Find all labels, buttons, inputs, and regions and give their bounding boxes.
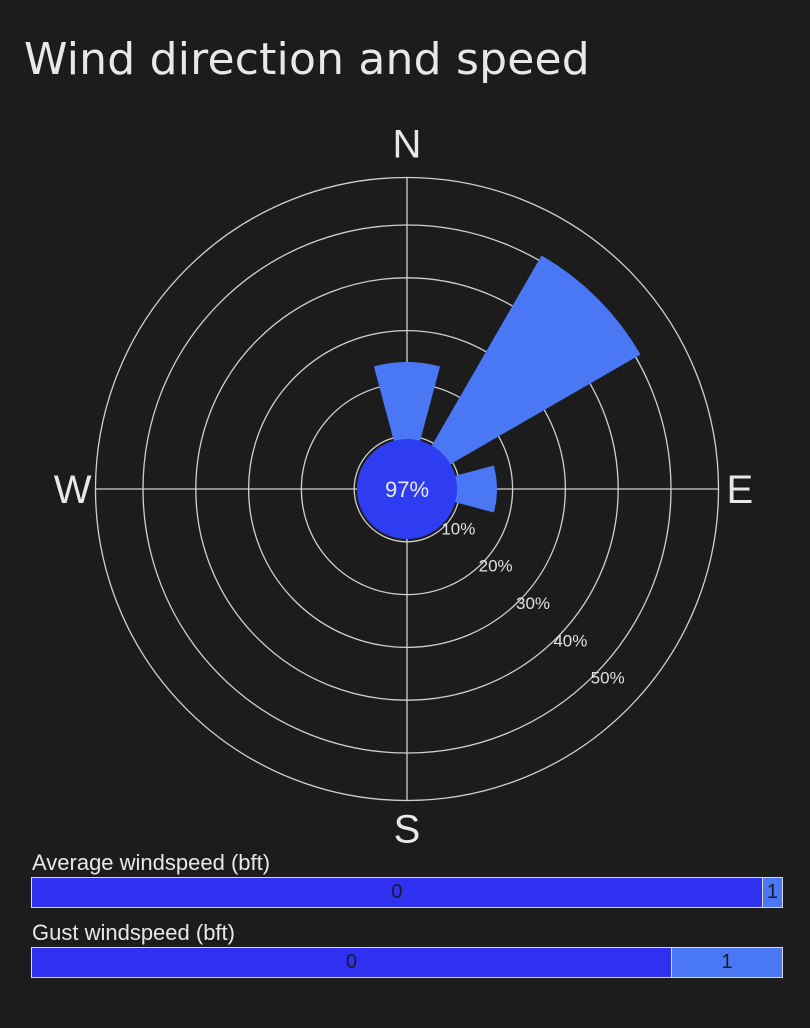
ring-label-50: 50% [591,669,625,688]
ring-label-30: 30% [516,594,550,613]
cardinal-w: W [54,468,92,512]
cardinal-n: N [393,122,422,166]
wind-rose-chart: 97% 10%20%30%40%50% N S E W [54,122,754,852]
petal-ne [406,255,641,490]
ring-label-10: 10% [441,519,475,538]
petal-n [373,362,441,490]
ring-label-20: 20% [479,557,513,576]
bar-segment-bft-1: 1 [670,948,782,977]
cardinal-e: E [727,468,754,512]
cardinal-s: S [394,808,421,852]
average-windspeed-label: Average windspeed (bft) [32,850,271,875]
bar-segment-bft-1: 1 [761,878,782,907]
gust-windspeed-label: Gust windspeed (bft) [32,920,235,945]
card-title: Wind direction and speed [24,34,590,85]
calm-percentage: 97% [385,477,429,502]
ring-label-40: 40% [553,631,587,650]
bar-segment-bft-0: 0 [32,878,762,907]
calm-circle [357,439,457,539]
bar-segment-bft-0: 0 [32,948,671,977]
